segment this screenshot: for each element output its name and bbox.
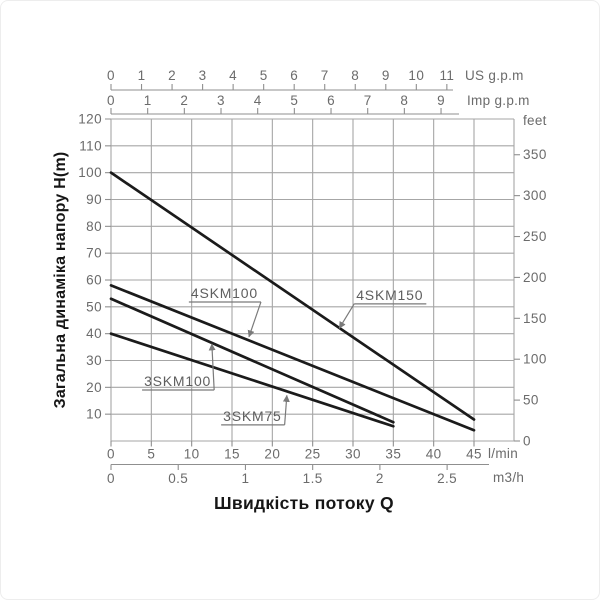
head-m-tick: 30 <box>86 353 102 368</box>
m3h-tick: 0.5 <box>168 471 188 486</box>
curve-label-text: 4SKM100 <box>191 285 258 301</box>
m3h-tick: 2.5 <box>437 471 457 486</box>
m3h-tick: 0 <box>107 471 115 486</box>
curve-4SKM150 <box>109 171 476 421</box>
x-axis-title: Швидкість потоку Q <box>214 493 394 513</box>
curve-label-4SKM150: 4SKM150 <box>338 287 427 329</box>
lmin-tick: 25 <box>305 447 321 462</box>
axis-us-gpm: 0 1 2 3 4 5 6 7 8 9 10 11 US g.p.m <box>107 68 524 91</box>
lmin-axis-label: l/min <box>488 446 518 461</box>
head-m-tick: 40 <box>86 326 102 341</box>
feet-axis-label: feet <box>523 113 547 128</box>
lmin-tick: 10 <box>184 447 200 462</box>
us-gpm-tick: 6 <box>290 68 298 83</box>
feet-tick: 350 <box>523 147 547 162</box>
curve-label-text: 3SKM100 <box>144 373 211 389</box>
axis-m3h: 0 0.5 1 1.5 2 2.5 m3/h <box>107 463 524 486</box>
curve-label-text: 4SKM150 <box>356 287 423 303</box>
feet-tick: 200 <box>523 270 547 285</box>
m3h-tick: 2 <box>376 471 384 486</box>
feet-tick: 250 <box>523 229 547 244</box>
curve-label-3SKM75: 3SKM75 <box>221 394 290 426</box>
us-gpm-tick: 1 <box>138 68 146 83</box>
us-gpm-tick: 2 <box>168 68 176 83</box>
head-m-tick: 70 <box>86 246 102 261</box>
axis-lmin: 0 5 10 15 20 25 30 35 40 45 l/min <box>107 441 518 462</box>
curve-3SKM100 <box>109 297 395 424</box>
imp-gpm-tick: 0 <box>107 93 115 108</box>
head-m-tick: 100 <box>78 165 102 180</box>
curve-label-3SKM100: 3SKM100 <box>142 343 216 391</box>
m3h-axis-label: m3/h <box>493 470 524 485</box>
us-gpm-tick: 4 <box>229 68 237 83</box>
us-gpm-tick: 11 <box>439 68 454 83</box>
imp-gpm-tick: 2 <box>180 93 188 108</box>
lmin-tick: 30 <box>345 447 361 462</box>
head-m-tick: 80 <box>86 219 102 234</box>
curve-label-leader <box>338 303 355 329</box>
lmin-tick: 0 <box>107 447 115 462</box>
imp-gpm-tick: 3 <box>217 93 225 108</box>
imp-gpm-tick: 5 <box>290 93 298 108</box>
us-gpm-tick: 3 <box>199 68 207 83</box>
us-gpm-tick: 10 <box>408 68 424 83</box>
us-gpm-axis-label: US g.p.m <box>465 68 524 83</box>
axis-imp-gpm: 0 1 2 3 4 5 6 7 8 9 Imp g.p.m <box>107 93 530 115</box>
axis-head-feet: feet 350 300 250 200 150 100 50 0 <box>514 113 547 449</box>
imp-gpm-tick: 9 <box>437 93 445 108</box>
curve-3SKM75 <box>109 332 395 428</box>
lmin-tick: 15 <box>224 447 240 462</box>
head-m-tick: 90 <box>86 192 102 207</box>
us-gpm-tick: 7 <box>321 68 329 83</box>
head-m-tick: 10 <box>86 407 102 422</box>
curve-label-4SKM100: 4SKM100 <box>188 285 262 338</box>
y-axis-title: Загальна динаміка напору H(m) <box>52 152 69 409</box>
us-gpm-tick: 5 <box>260 68 268 83</box>
feet-tick: 300 <box>523 188 547 203</box>
axis-head-meters: 120 110 100 90 80 70 60 50 40 30 20 10 <box>78 112 111 422</box>
head-m-tick: 20 <box>86 380 102 395</box>
m3h-tick: 1 <box>241 471 249 486</box>
feet-tick: 150 <box>523 311 547 326</box>
head-m-tick: 60 <box>86 273 102 288</box>
head-m-tick: 50 <box>86 299 102 314</box>
imp-gpm-tick: 4 <box>254 93 262 108</box>
imp-gpm-tick: 8 <box>400 93 408 108</box>
lmin-tick: 20 <box>264 447 280 462</box>
imp-gpm-tick: 6 <box>327 93 335 108</box>
us-gpm-tick: 9 <box>382 68 390 83</box>
head-m-tick: 120 <box>78 112 102 127</box>
feet-tick: 0 <box>523 434 531 449</box>
imp-gpm-tick: 7 <box>364 93 372 108</box>
feet-tick: 100 <box>523 352 547 367</box>
us-gpm-tick: 8 <box>351 68 359 83</box>
lmin-tick: 5 <box>147 447 155 462</box>
lmin-tick: 40 <box>426 447 442 462</box>
curve-label-leader <box>208 343 216 391</box>
curve-4SKM100 <box>109 284 476 432</box>
curve-label-leader <box>282 394 290 425</box>
m3h-tick: 1.5 <box>303 471 323 486</box>
feet-tick: 50 <box>523 393 539 408</box>
lmin-tick: 35 <box>385 447 401 462</box>
grid <box>110 118 515 442</box>
imp-gpm-tick: 1 <box>144 93 152 108</box>
curve-label-text: 3SKM75 <box>223 408 281 424</box>
curve-label-leader <box>247 301 262 338</box>
us-gpm-tick: 0 <box>107 68 115 83</box>
lmin-tick: 45 <box>466 447 482 462</box>
imp-gpm-axis-label: Imp g.p.m <box>467 93 530 108</box>
head-m-tick: 110 <box>79 138 102 153</box>
